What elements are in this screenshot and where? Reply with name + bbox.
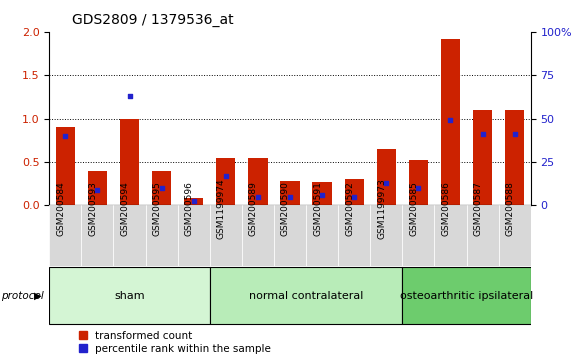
Point (350, 194, 359, 200)
Bar (434, 205, 466, 266)
Text: GSM200589: GSM200589 (249, 181, 258, 236)
Text: GSM200592: GSM200592 (345, 181, 354, 236)
Bar (306, 205, 338, 266)
Bar (120, 119, 139, 205)
Point (125, 93, 134, 99)
Point (478, 131, 487, 137)
Text: GSM200586: GSM200586 (441, 181, 451, 236)
Bar (274, 205, 306, 266)
Bar (409, 160, 428, 205)
Text: GSM1199973: GSM1199973 (377, 178, 386, 239)
Bar (466, 205, 499, 266)
Bar (338, 205, 370, 266)
Bar (49, 205, 81, 266)
Point (510, 131, 519, 137)
Text: osteoarthritic ipsilateral: osteoarthritic ipsilateral (400, 291, 533, 301)
Point (446, 118, 455, 123)
Text: GSM200587: GSM200587 (473, 181, 483, 236)
Bar (499, 205, 531, 266)
Bar (370, 205, 403, 266)
Point (61, 133, 70, 139)
Bar (146, 205, 177, 266)
Text: normal contralateral: normal contralateral (249, 291, 363, 301)
Point (189, 198, 198, 204)
Text: GSM200590: GSM200590 (281, 181, 290, 236)
Bar (56, 127, 75, 205)
Text: GSM200585: GSM200585 (409, 181, 418, 236)
Bar (88, 171, 107, 205)
Bar (152, 171, 171, 205)
Point (285, 194, 295, 200)
Point (157, 185, 166, 191)
Bar (114, 205, 146, 266)
Point (414, 185, 423, 191)
Bar (248, 158, 267, 205)
Text: GSM200591: GSM200591 (313, 181, 322, 236)
Text: GSM1199974: GSM1199974 (217, 178, 226, 239)
Text: sham: sham (114, 291, 145, 301)
Text: GSM200584: GSM200584 (56, 181, 66, 236)
Text: GSM200595: GSM200595 (153, 181, 162, 236)
Text: GDS2809 / 1379536_at: GDS2809 / 1379536_at (72, 12, 234, 27)
Bar (473, 110, 492, 205)
Text: ▶: ▶ (34, 291, 41, 301)
Bar (210, 205, 242, 266)
Bar (81, 205, 114, 266)
Bar (403, 205, 434, 266)
Point (93, 187, 102, 193)
Bar (177, 205, 210, 266)
Bar (210, 267, 403, 325)
Point (221, 173, 230, 179)
Text: GSM200593: GSM200593 (88, 181, 97, 236)
Bar (280, 181, 300, 205)
Text: GSM200594: GSM200594 (121, 181, 129, 236)
Point (382, 180, 391, 185)
Bar (184, 198, 204, 205)
Bar (505, 110, 524, 205)
Bar (49, 267, 210, 325)
Bar (242, 205, 274, 266)
Bar (441, 39, 460, 205)
Text: protocol: protocol (1, 291, 44, 301)
Text: GSM200596: GSM200596 (184, 181, 194, 236)
Legend: transformed count, percentile rank within the sample: transformed count, percentile rank withi… (78, 331, 271, 354)
Point (317, 192, 327, 198)
Point (253, 194, 263, 200)
Bar (216, 158, 235, 205)
Bar (376, 149, 396, 205)
Text: GSM200588: GSM200588 (506, 181, 514, 236)
Bar (345, 179, 364, 205)
Bar (313, 182, 332, 205)
Bar (403, 267, 531, 325)
